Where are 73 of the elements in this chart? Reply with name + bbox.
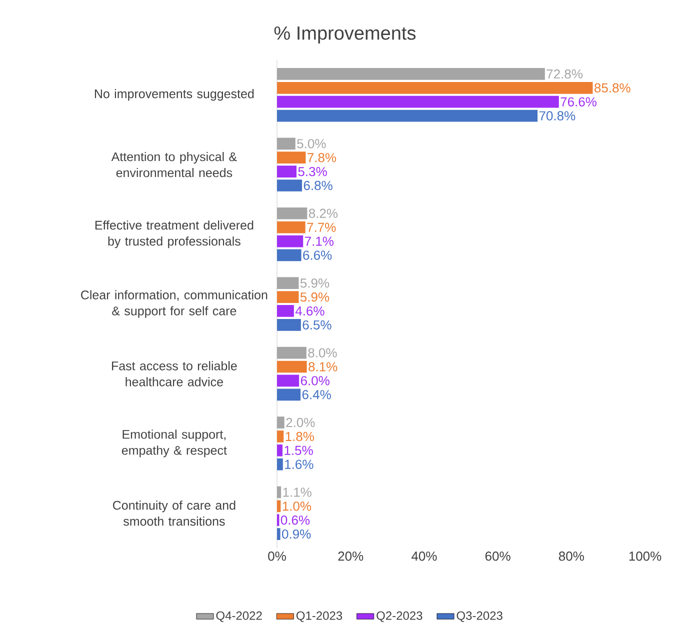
x-tick-label: 80% — [558, 552, 584, 561]
data-label: 8.0% — [308, 348, 337, 358]
bar — [277, 388, 301, 401]
data-label: 6.5% — [302, 320, 332, 330]
bar — [277, 528, 280, 540]
data-label: 76.6% — [560, 97, 596, 106]
y-tick-label: No improvements suggested — [94, 89, 254, 101]
data-label: 1.0% — [282, 502, 312, 511]
y-tick-label: Attention to physical & environmental needs — [111, 152, 237, 178]
data-label: 0.6% — [280, 516, 310, 525]
bar — [277, 68, 545, 80]
bar — [277, 235, 304, 248]
x-tick-label: 20% — [338, 552, 364, 561]
data-label: 8.2% — [308, 208, 338, 218]
bar — [277, 291, 299, 303]
bar — [277, 486, 282, 498]
y-tick-label: Continuity of care and smooth transitions — [112, 500, 236, 526]
bar — [277, 430, 284, 442]
data-label: 5.9% — [300, 292, 330, 302]
bar — [277, 138, 296, 150]
data-label: 6.6% — [303, 250, 332, 260]
bar — [277, 374, 300, 387]
data-label: 4.6% — [295, 306, 324, 316]
bar — [277, 180, 302, 192]
bar — [277, 152, 306, 164]
x-tick-label: 100% — [629, 552, 662, 561]
data-label: 8.1% — [308, 362, 338, 372]
bar — [277, 249, 302, 262]
bar — [277, 500, 281, 512]
data-label: 7.1% — [305, 236, 334, 246]
data-label: 7.8% — [308, 153, 336, 162]
data-label: 6.4% — [302, 390, 331, 400]
bar — [277, 221, 306, 234]
x-tick-label: 60% — [485, 552, 510, 561]
bar — [277, 110, 538, 122]
legend-label: Q3-2023 — [456, 611, 502, 622]
data-label: 1.6% — [285, 460, 314, 469]
bar — [277, 319, 301, 331]
data-label: 85.8% — [594, 83, 630, 92]
data-label: 72.8% — [546, 69, 583, 79]
y-tick-label: Clear information, communication & support for self care — [81, 290, 268, 318]
data-label: 5.9% — [300, 278, 330, 288]
legend-label: Q2-2023 — [376, 611, 422, 622]
bar — [277, 207, 308, 220]
data-label: 1.8% — [286, 432, 314, 442]
y-tick-label: Emotional support, empathy & respect — [122, 430, 227, 458]
legend-label: Q4-2022 — [216, 611, 262, 622]
y-tick-label: Effective treatment delivered by trusted professionals — [95, 220, 254, 248]
data-label: 5.3% — [298, 166, 327, 176]
bar — [277, 360, 307, 373]
data-label: 6.8% — [304, 180, 332, 190]
data-label: 1.5% — [284, 446, 313, 455]
data-label: 70.8% — [539, 111, 576, 120]
bar — [277, 444, 283, 456]
data-label: 5.0% — [297, 139, 326, 148]
bar — [277, 277, 299, 290]
data-label: 6.0% — [300, 376, 330, 386]
legend-label: Q1-2023 — [296, 611, 342, 622]
chart-title: % Improvements — [274, 26, 416, 44]
bar — [277, 416, 284, 428]
bar — [277, 346, 306, 359]
bar — [277, 82, 593, 94]
data-label: 1.1% — [283, 488, 312, 497]
bar — [277, 458, 283, 470]
data-label: 2.0% — [286, 418, 315, 428]
bar — [277, 305, 294, 317]
x-tick-label: 40% — [411, 552, 437, 561]
x-tick-label: 0% — [268, 552, 286, 561]
data-label: 0.9% — [282, 529, 311, 539]
bar — [277, 166, 297, 178]
data-label: 7.7% — [307, 222, 336, 232]
bar — [277, 96, 559, 108]
y-tick-label: Fast access to reliable healthcare advice — [112, 361, 237, 386]
